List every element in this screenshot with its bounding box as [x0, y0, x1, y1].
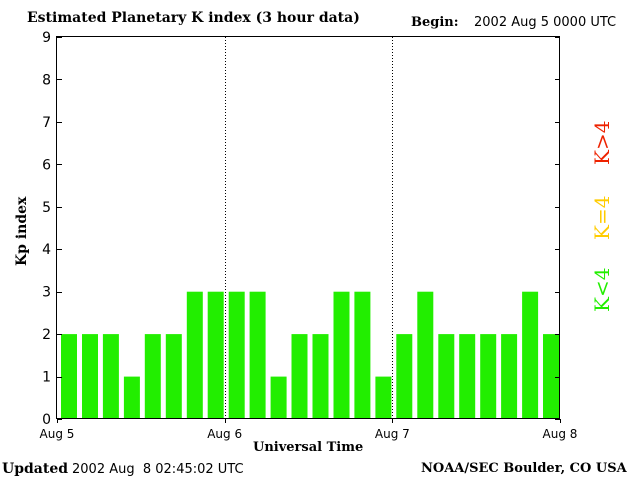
- kp-bar: [501, 334, 518, 419]
- y-tick-label: 6: [42, 157, 51, 173]
- kp-bar: [375, 376, 392, 419]
- kp-bar: [123, 376, 140, 419]
- x-axis-label: Universal Time: [253, 440, 364, 455]
- updated-label: Updated: [2, 461, 69, 477]
- x-tick-label: Aug 8: [543, 427, 578, 441]
- kp-bar: [396, 334, 413, 419]
- kp-bar: [522, 291, 539, 419]
- kp-bar: [354, 291, 371, 419]
- y-tick-label: 1: [42, 370, 51, 386]
- plot-frame: [56, 36, 560, 419]
- y-tick-label: 5: [42, 200, 51, 216]
- kp-bar: [165, 334, 182, 419]
- legend-k-greater-4: K>4: [590, 120, 614, 165]
- y-tick-label: 4: [42, 242, 51, 258]
- kp-bar: [82, 334, 98, 419]
- kp-bar: [207, 291, 224, 419]
- kp-bar: [438, 334, 455, 419]
- kp-bar: [291, 334, 308, 419]
- kp-bar: [102, 334, 119, 419]
- kp-bar: [61, 334, 77, 419]
- y-axis-label: Kp index: [14, 196, 30, 266]
- y-tick-label: 7: [42, 115, 51, 131]
- kp-bar: [228, 291, 245, 419]
- kp-bar: [333, 291, 350, 419]
- y-tick-label: 8: [42, 72, 51, 88]
- y-tick-label: 0: [42, 412, 51, 428]
- kp-bar: [186, 291, 203, 419]
- kp-bar: [312, 334, 329, 419]
- chart-title: Estimated Planetary K index (3 hour data…: [27, 10, 360, 26]
- legend-k-equal-4: K=4: [590, 195, 614, 240]
- kp-bar: [543, 334, 559, 419]
- kp-bar: [417, 291, 434, 419]
- begin-label: Begin:: [411, 15, 459, 30]
- x-tick-label: Aug 7: [375, 427, 410, 441]
- kp-bar: [144, 334, 161, 419]
- kp-bar: [249, 291, 266, 419]
- kp-bar: [480, 334, 497, 419]
- begin-value: 2002 Aug 5 0000 UTC: [474, 15, 617, 30]
- legend-k-less-4: K<4: [590, 267, 614, 312]
- updated-value: 2002 Aug 8 02:45:02 UTC: [72, 462, 244, 477]
- kp-bar: [459, 334, 476, 419]
- x-tick-label: Aug 5: [40, 427, 75, 441]
- y-tick-label: 2: [42, 327, 51, 343]
- y-tick-label: 3: [42, 285, 51, 301]
- kp-bar: [270, 376, 287, 419]
- credit-text: NOAA/SEC Boulder, CO USA: [421, 461, 627, 476]
- x-tick-label: Aug 6: [207, 427, 242, 441]
- y-tick-label: 9: [42, 30, 51, 46]
